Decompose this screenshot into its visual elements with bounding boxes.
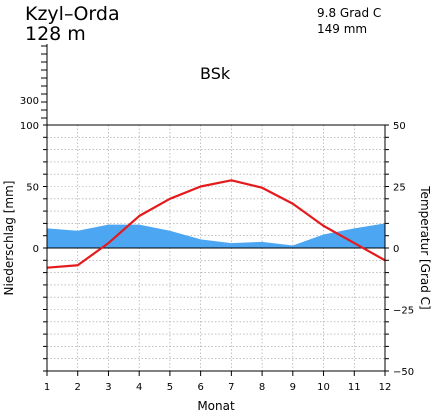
precipitation-area xyxy=(47,223,385,248)
climate-classification: BSk xyxy=(200,64,231,83)
temperature-polyline xyxy=(46,179,386,269)
station-name: Kzyl–Orda xyxy=(25,3,120,25)
temperature-line xyxy=(46,179,386,269)
precipitation-fill xyxy=(47,223,385,248)
x-tick-label: 10 xyxy=(317,382,330,393)
left-tick-label: 50 xyxy=(26,183,39,194)
station-elevation: 128 m xyxy=(25,23,86,45)
x-tick-label: 5 xyxy=(167,382,173,393)
tick-label-300: 300 xyxy=(20,96,39,107)
x-tick-label: 3 xyxy=(105,382,111,393)
x-tick-label: 12 xyxy=(379,382,392,393)
x-tick-label: 4 xyxy=(136,382,142,393)
right-axis-title: Temperatur [Grad C] xyxy=(418,185,432,309)
right-tick-label: 50 xyxy=(393,121,406,132)
mean-temperature: 9.8 Grad C xyxy=(317,6,381,20)
right-tick-label: 25 xyxy=(393,183,406,194)
upper-precip-axis: 300 xyxy=(20,44,48,125)
right-tick-label: −25 xyxy=(393,306,414,317)
x-tick-label: 1 xyxy=(44,382,50,393)
x-tick-label: 2 xyxy=(75,382,81,393)
x-tick-label: 7 xyxy=(228,382,234,393)
x-tick-label: 11 xyxy=(348,382,361,393)
right-tick-label: 0 xyxy=(393,244,399,255)
x-tick-label: 9 xyxy=(290,382,296,393)
left-tick-label: 100 xyxy=(20,121,39,132)
left-tick-label: 0 xyxy=(33,244,39,255)
left-axis-title: Niederschlag [mm] xyxy=(2,181,16,296)
x-axis-title: Monat xyxy=(197,399,235,413)
x-tick-label: 8 xyxy=(259,382,265,393)
right-tick-label: −50 xyxy=(393,367,414,378)
x-tick-label: 6 xyxy=(197,382,203,393)
annual-precipitation: 149 mm xyxy=(317,22,367,36)
